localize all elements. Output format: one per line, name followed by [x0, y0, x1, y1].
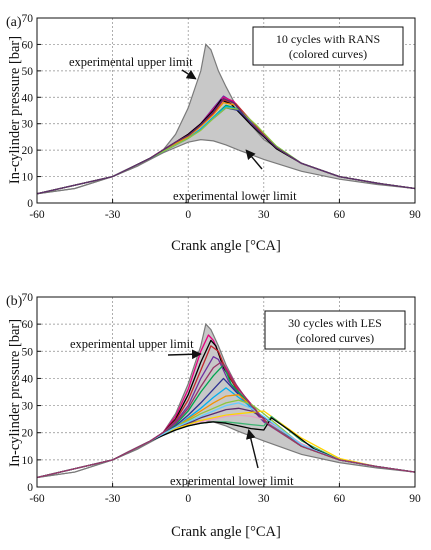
y-tick-label: 0	[27, 482, 33, 494]
y-tick-label: 10	[22, 172, 34, 184]
panel-a-plot-frame	[36, 17, 416, 204]
panel-a-legend-box: 10 cycles with RANS (colored curves)	[252, 26, 404, 66]
y-tick-label: 30	[22, 119, 34, 131]
annotation-arrow	[167, 349, 202, 360]
y-tick-label: 0	[27, 198, 33, 210]
panel-b-legend-line2: (colored curves)	[296, 331, 374, 345]
x-tick-label: -60	[29, 493, 45, 505]
annotation-arrow	[181, 69, 197, 80]
x-tick-label: 90	[409, 493, 421, 505]
y-tick-label: 70	[22, 292, 34, 304]
panel-a-annotation-upper: experimental upper limit	[69, 55, 193, 69]
panel-b-series	[36, 334, 416, 479]
panel-b-legend-line1: 30 cycles with LES	[288, 316, 382, 330]
y-tick-label: 20	[22, 428, 34, 440]
x-tick-label: 30	[258, 493, 270, 505]
y-tick-label: 40	[22, 373, 34, 385]
panel-label-b: (b)	[6, 294, 23, 309]
y-tick-label: 60	[22, 319, 34, 331]
experimental-lower-limit-line	[36, 419, 416, 479]
cycle-curve-16	[36, 361, 416, 479]
y-tick-label: 50	[22, 346, 34, 358]
panel-b-ticks: -60 -30 0 30 60 90 0 10 20 30 40 50 60 70	[22, 292, 422, 505]
panel-b-annotation-lower: experimental lower limit	[170, 474, 294, 488]
x-tick-label: -60	[29, 209, 45, 221]
panel-a-arrows	[181, 69, 263, 170]
panel-b-arrows	[167, 349, 259, 469]
experimental-envelope-band	[37, 324, 415, 478]
panel-a-legend-line1: 10 cycles with RANS	[276, 32, 380, 46]
x-tick-label: 30	[258, 209, 270, 221]
y-tick-label: 60	[22, 39, 34, 51]
x-tick-label: 90	[409, 209, 421, 221]
annotation-arrow	[246, 429, 259, 469]
panel-a: (a) -60 -30 0 30 60 90 0 10 20 30 40 50 60 70 Crank a…	[6, 13, 421, 254]
panel-a-series	[36, 95, 416, 195]
y-tick-label: 50	[22, 66, 34, 78]
y-tick-label: 70	[22, 13, 34, 25]
panel-a-ticks: -60 -30 0 30 60 90 0 10 20 30 40 50 60 70	[22, 13, 422, 221]
panel-a-x-axis-title: Crank angle [°CA]	[171, 238, 281, 254]
y-tick-label: 10	[22, 455, 34, 467]
x-tick-label: 0	[185, 493, 191, 505]
x-tick-label: 60	[334, 209, 346, 221]
panel-label-a: (a)	[6, 15, 22, 30]
panel-b-y-axis-title: In-cylinder pressure [bar]	[7, 319, 23, 467]
annotation-arrow	[245, 149, 263, 170]
y-tick-label: 20	[22, 145, 34, 157]
cycle-curve-14	[36, 417, 416, 479]
panel-b-x-axis-title: Crank angle [°CA]	[171, 524, 281, 540]
panel-a-legend-line2: (colored curves)	[289, 47, 367, 61]
panel-a-annotation-lower: experimental lower limit	[173, 189, 297, 203]
x-tick-label: 60	[334, 493, 346, 505]
x-tick-label: 0	[185, 209, 191, 221]
x-tick-label: -30	[105, 209, 121, 221]
panel-b-legend-box: 30 cycles with LES (colored curves)	[264, 310, 406, 350]
panel-b-annotation-upper: experimental upper limit	[70, 337, 194, 351]
cycle-curve-10	[36, 97, 416, 195]
experimental-envelope-band	[37, 44, 415, 194]
panel-b-plot-frame	[36, 296, 416, 488]
panel-a-y-axis-title: In-cylinder pressure [bar]	[7, 36, 23, 184]
experimental-lower-limit-line	[36, 138, 416, 195]
y-tick-label: 40	[22, 92, 34, 104]
panel-b: (b) -60 -30 0 30 60 90 0 10 20 30 40 50 60 70 Crank a…	[6, 292, 421, 540]
x-tick-label: -30	[105, 493, 121, 505]
y-tick-label: 30	[22, 401, 34, 413]
